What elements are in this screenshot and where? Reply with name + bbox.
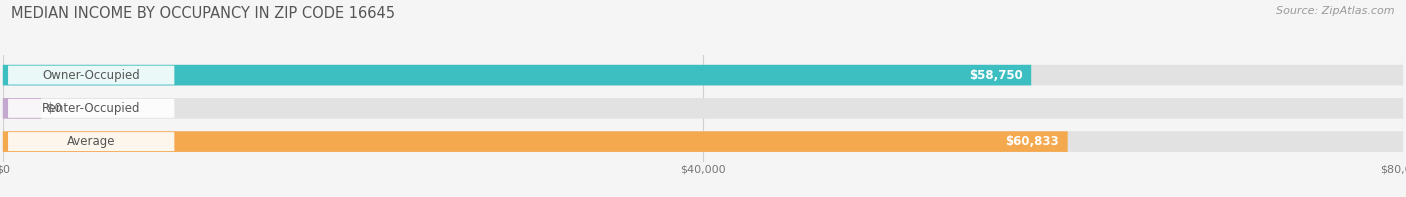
FancyBboxPatch shape [8, 132, 174, 151]
Text: $0: $0 [46, 102, 62, 115]
Text: Source: ZipAtlas.com: Source: ZipAtlas.com [1277, 6, 1395, 16]
FancyBboxPatch shape [3, 131, 1067, 152]
FancyBboxPatch shape [3, 65, 1031, 85]
Text: MEDIAN INCOME BY OCCUPANCY IN ZIP CODE 16645: MEDIAN INCOME BY OCCUPANCY IN ZIP CODE 1… [11, 6, 395, 21]
FancyBboxPatch shape [3, 98, 1403, 119]
FancyBboxPatch shape [3, 131, 1403, 152]
Text: $58,750: $58,750 [969, 69, 1022, 82]
Text: Renter-Occupied: Renter-Occupied [42, 102, 141, 115]
Text: Owner-Occupied: Owner-Occupied [42, 69, 141, 82]
FancyBboxPatch shape [3, 98, 41, 119]
Text: $60,833: $60,833 [1005, 135, 1059, 148]
FancyBboxPatch shape [3, 65, 1403, 85]
Text: Average: Average [67, 135, 115, 148]
FancyBboxPatch shape [8, 66, 174, 85]
FancyBboxPatch shape [8, 99, 174, 118]
